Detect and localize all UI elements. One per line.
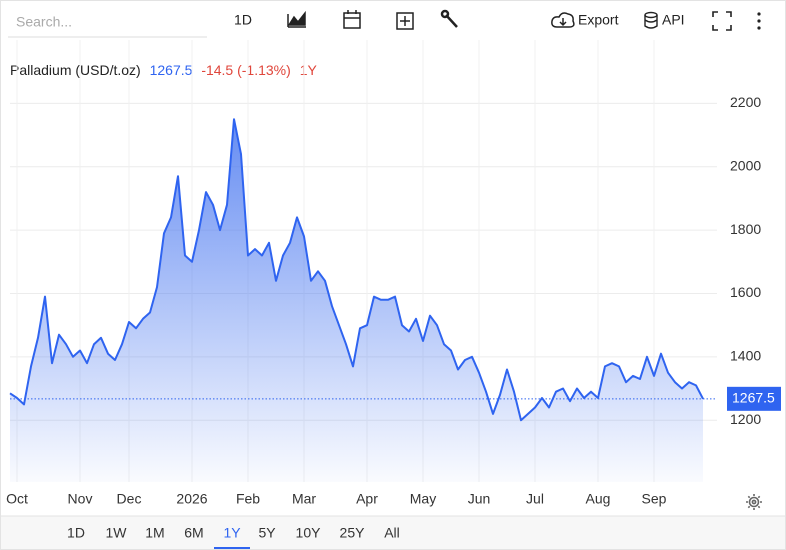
x-tick-label: Sep	[642, 491, 667, 507]
range-buttons: 1D 1W 1M 6M 1Y 5Y 10Y 25Y All	[67, 525, 400, 549]
last-price-badge	[727, 386, 781, 411]
api-button[interactable]: API	[662, 12, 685, 28]
export-icon[interactable]	[551, 12, 575, 28]
range-button[interactable]: 5Y	[258, 525, 276, 541]
range-button[interactable]: 1D	[67, 525, 85, 541]
export-button[interactable]: Export	[578, 12, 619, 28]
range-button[interactable]: 6M	[184, 525, 203, 541]
fullscreen-icon[interactable]	[712, 11, 732, 31]
area	[10, 119, 703, 482]
interval-button[interactable]: 1D	[234, 12, 252, 28]
search-box[interactable]: Search...	[16, 14, 72, 30]
price-line	[9, 118, 704, 422]
y-tick-label: 1600	[730, 284, 761, 300]
x-tick-label: Oct	[6, 491, 28, 507]
price-label: 1267.5	[150, 62, 193, 78]
chart-header: Palladium (USD/t.oz) 1267.5 -14.5 (-1.13…	[10, 62, 317, 78]
y-tick-label: 2000	[730, 157, 761, 173]
plot-area: 1200 1400 1600 1800 2000 2200 Oct Nov Dec 2026 Feb…	[6, 40, 781, 507]
x-tick-label: Nov	[68, 491, 93, 507]
range-button[interactable]: All	[384, 525, 400, 541]
menu-icon[interactable]	[757, 12, 761, 30]
change-label: -14.5 (-1.13%)	[201, 62, 290, 78]
y-tick-label: 1800	[730, 221, 761, 237]
add-icon[interactable]	[396, 12, 414, 30]
settings-tool-icon[interactable]	[440, 9, 458, 28]
api-icon[interactable]	[644, 11, 658, 29]
x-tick-label: Mar	[292, 491, 316, 507]
last-price-label: 1267.5	[732, 390, 775, 406]
x-tick-label: May	[410, 491, 436, 507]
range-button[interactable]: 1W	[106, 525, 128, 541]
x-tick-label: Jul	[526, 491, 544, 507]
gear-icon[interactable]	[746, 494, 762, 510]
y-tick-label: 2200	[730, 94, 761, 110]
y-tick-label: 1400	[730, 348, 761, 364]
range-bar	[1, 516, 785, 549]
x-tick-label: Feb	[236, 491, 260, 507]
y-tick-label: 1200	[730, 411, 761, 427]
calendar-icon[interactable]	[343, 10, 361, 29]
range-button[interactable]: 25Y	[340, 525, 366, 541]
x-tick-label: Apr	[356, 491, 378, 507]
range-button[interactable]: 10Y	[296, 525, 322, 541]
range-button[interactable]: 1Y	[223, 525, 241, 541]
x-tick-label: Jun	[468, 491, 491, 507]
x-tick-label: Aug	[586, 491, 611, 507]
range-button[interactable]: 1M	[145, 525, 164, 541]
x-tick-label: Dec	[117, 491, 142, 507]
chart-title: Palladium (USD/t.oz)	[10, 62, 141, 78]
period-label: 1Y	[300, 62, 318, 78]
chart-type-icon[interactable]	[287, 10, 306, 28]
x-tick-label: 2026	[176, 491, 207, 507]
